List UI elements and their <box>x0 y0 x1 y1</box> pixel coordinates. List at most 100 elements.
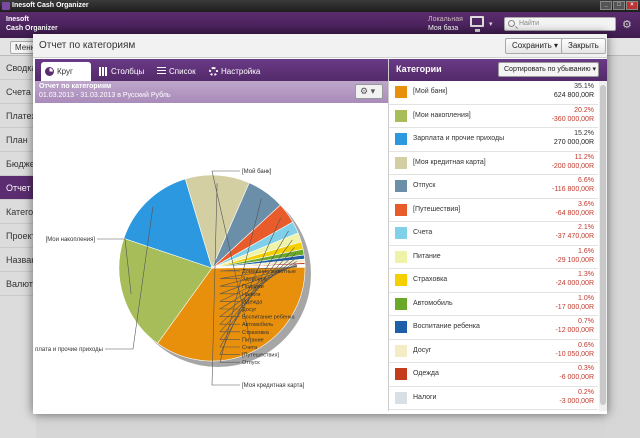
category-row[interactable]: Досуг 0.6% -10 050,00R <box>389 340 598 363</box>
category-color-swatch <box>395 203 407 216</box>
category-percent: 11.2% <box>574 153 594 161</box>
pie-slice[interactable] <box>184 174 250 269</box>
pie-label: [Путешествия] <box>242 353 279 359</box>
sidebar-item[interactable]: Валюта <box>0 272 36 296</box>
category-percent: 3.6% <box>578 200 594 208</box>
chart-settings-button[interactable]: ⚙ ▾ <box>355 84 383 99</box>
category-row[interactable]: Подарки0.1%-1 800,00R <box>389 410 598 411</box>
pie-label: Зарплата и прочие приходы <box>35 347 103 353</box>
search-input[interactable]: Найти <box>504 17 616 31</box>
monitor-icon[interactable] <box>470 16 484 32</box>
category-amount: -10 050,00R <box>555 350 594 358</box>
pie-label: Одежда <box>242 299 263 305</box>
pie-slice[interactable] <box>123 178 213 269</box>
save-button[interactable]: Сохранить ▾ <box>505 38 566 54</box>
pie-label: Отпуск <box>242 360 260 366</box>
category-row[interactable]: Питание 1.6% -29 100,00R <box>389 246 598 269</box>
category-percent: 6.6% <box>578 177 594 184</box>
category-row[interactable]: [Моя кредитная карта] 11.2% -200 000,00R <box>389 152 598 175</box>
sidebar-item[interactable]: Проекты <box>0 224 36 248</box>
pie-slice[interactable] <box>118 237 213 344</box>
pie-label: Автомобиль <box>242 322 273 328</box>
pie-label: Страховка <box>242 330 270 336</box>
pie-leader-line <box>219 266 298 272</box>
tab-pie[interactable]: Круг <box>41 62 91 81</box>
categories-title: Категории <box>396 64 442 74</box>
tab-list[interactable]: Список <box>153 62 201 81</box>
close-icon[interactable]: × <box>626 1 638 10</box>
category-percent: 0.6% <box>578 341 594 349</box>
pie-chart: [Мой банк] [Мои накопления] Зарплата и про… <box>35 168 311 389</box>
sidebar-item[interactable]: Категории <box>0 200 36 224</box>
category-amount: -24 000,00R <box>555 280 594 287</box>
category-color-swatch <box>395 227 407 239</box>
sidebar-item[interactable]: Платежи <box>0 104 36 128</box>
app-icon <box>2 2 10 10</box>
category-percent: 15.2% <box>574 130 594 137</box>
category-row[interactable]: Страховка 1.3% -24 000,00R <box>389 269 598 293</box>
category-name: Одежда <box>413 370 439 377</box>
sidebar-item[interactable]: План <box>0 128 36 152</box>
scrollbar-thumb[interactable] <box>600 85 606 405</box>
categories-header: Категории Сортировать по убыванию ▾ <box>389 59 607 81</box>
category-amount: -360 000,00R <box>551 115 594 123</box>
category-amount: -6 000,00R <box>559 374 594 381</box>
tab-bars[interactable]: Столбцы <box>95 62 149 81</box>
gear-icon[interactable]: ⚙ <box>622 19 632 31</box>
category-color-swatch <box>395 297 407 310</box>
dialog-title: Отчет по категориям <box>39 40 136 51</box>
database-label: Локальная <box>428 16 463 23</box>
sidebar-item[interactable]: Счета <box>0 80 36 104</box>
category-amount: -116 800,00R <box>552 186 594 193</box>
pie-leader-line <box>219 198 262 363</box>
tab-pie-label: Круг <box>57 67 73 76</box>
category-row[interactable]: [Путешествия] 3.6% -64 800,00R <box>389 199 598 222</box>
sidebar-item[interactable]: Бюджет <box>0 152 36 176</box>
sidebar-item[interactable]: Сводка <box>0 56 36 80</box>
sort-dropdown[interactable]: Сортировать по убыванию ▾ <box>498 62 599 77</box>
sidebar: СводкаСчетаПлатежиПланБюджетОтчетКатегор… <box>0 56 36 438</box>
pie-label: Здоровье <box>242 277 267 283</box>
category-row[interactable]: Зарплата и прочие приходы 15.2% 270 000,00… <box>389 128 598 152</box>
category-amount: -12 000,00R <box>555 327 594 334</box>
close-button[interactable]: Закрыть <box>561 38 606 54</box>
sidebar-item[interactable]: Отчет <box>0 176 36 200</box>
category-row[interactable]: Счета 2.1% -37 470,00R <box>389 222 598 246</box>
chevron-down-icon[interactable]: ▾ <box>489 21 493 28</box>
category-row[interactable]: Отпуск 6.6% -116 800,00R <box>389 175 598 199</box>
category-percent: 1.6% <box>578 247 594 255</box>
tab-settings[interactable]: Настройка <box>205 62 269 81</box>
category-amount: -200 000,00R <box>551 162 594 170</box>
category-row[interactable]: Одежда 0.3% -6 000,00R <box>389 363 598 387</box>
pie-leader-line <box>219 265 298 287</box>
pie-label: Налоги <box>242 292 260 298</box>
report-subheader: Отчет по категориям 01.03.2013 - 31.03.2… <box>35 81 420 103</box>
category-row[interactable]: Налоги 0.2% -3 000,00R <box>389 387 598 410</box>
category-color-swatch <box>395 133 407 145</box>
maximize-icon[interactable]: □ <box>613 1 625 10</box>
app-header: Inesoft Cash Organizer Локальная Моя баз… <box>0 12 640 38</box>
category-percent: 0.2% <box>578 388 594 396</box>
category-amount: -17 000,00R <box>555 303 594 311</box>
tab-settings-label: Настройка <box>221 67 261 76</box>
category-row[interactable]: Воспитание ребенка 0.7% -12 000,00R <box>389 316 598 340</box>
category-row[interactable]: [Мои накопления] 20.2% -360 000,00R <box>389 105 598 128</box>
pie-label: [Мои накопления] <box>46 237 96 243</box>
category-amount: -37 470,00R <box>555 233 594 240</box>
chart-pane: Круг Столбцы Список Настройка Отчет по к… <box>35 59 420 411</box>
scrollbar[interactable] <box>599 81 607 411</box>
sidebar-item[interactable]: Названия <box>0 248 36 272</box>
category-color-swatch <box>395 391 407 404</box>
category-color-swatch <box>395 109 407 122</box>
category-row[interactable]: [Мой банк] 35.1% 624 800,00R <box>389 81 598 105</box>
category-name: Зарплата и прочие приходы <box>413 135 505 142</box>
bar-chart-icon <box>99 67 108 76</box>
minimize-icon[interactable]: _ <box>600 1 612 10</box>
categories-list: [Мой банк] 35.1% 624 800,00R [Мои накоплени… <box>389 81 598 411</box>
category-percent: 20.2% <box>574 106 594 114</box>
category-name: [Моя кредитная карта] <box>413 158 486 166</box>
database-selector[interactable]: Локальная Моя база <box>428 15 463 33</box>
report-period: 01.03.2013 - 31.03.2013 в Русский Рубль <box>39 92 171 99</box>
pie-leader-line <box>219 266 298 279</box>
category-row[interactable]: Автомобиль 1.0% -17 000,00R <box>389 293 598 316</box>
